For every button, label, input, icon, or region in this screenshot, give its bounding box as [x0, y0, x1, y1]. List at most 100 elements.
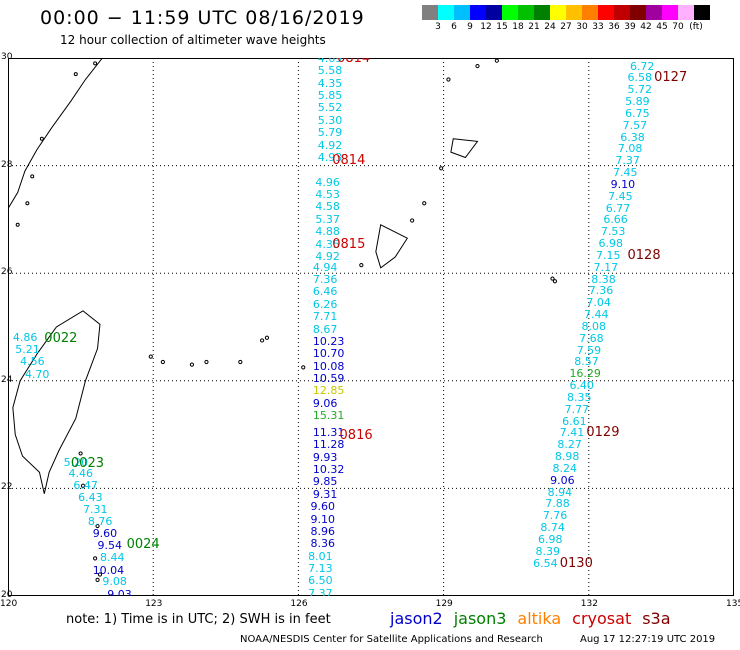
small-island	[93, 556, 98, 561]
colorbar-swatch	[422, 5, 438, 20]
small-island	[238, 359, 243, 365]
wave-height-label: 7.41	[559, 426, 585, 440]
wave-height-label: 9.10	[310, 512, 336, 526]
wave-height-label: 4.56	[20, 355, 45, 369]
wave-height-label: 4.69	[317, 58, 343, 65]
small-island	[78, 451, 83, 456]
satellite-legend: jason2 jason3 altika cryosat s3a	[390, 609, 682, 628]
wave-height-label: 6.40	[569, 379, 594, 393]
wave-height-label: 9.54	[97, 539, 123, 553]
wave-height-label: 6.47	[73, 479, 98, 493]
pass-time-label: 0024	[126, 537, 160, 553]
map-subtitle: 12 hour collection of altimeter wave hei…	[60, 33, 326, 47]
pass-time-label: 0814	[332, 153, 366, 169]
colorbar-swatch	[438, 5, 454, 20]
wave-height-label: 4.96	[315, 175, 340, 189]
wave-height-label: 6.72	[629, 59, 655, 73]
wave-height-label: 11.28	[312, 438, 345, 452]
pass-time-label: 0814	[337, 58, 371, 66]
small-island	[439, 166, 444, 171]
coastal-island	[93, 61, 98, 66]
colorbar-label: 27	[560, 22, 572, 32]
wave-height-label: 8.57	[574, 355, 599, 369]
wave-height-label: 7.17	[593, 260, 619, 274]
small-island	[552, 279, 558, 284]
colorbar-label: 24	[544, 22, 556, 32]
lon-tick-label: 123	[145, 599, 163, 609]
wave-height-label: 10.32	[312, 463, 345, 477]
colorbar-swatch	[518, 5, 534, 20]
wave-height-label: 7.04	[586, 296, 611, 310]
wave-height-label: 9.03	[107, 588, 132, 596]
small-island	[160, 359, 165, 365]
pass-time-label: 0129	[586, 425, 620, 441]
small-island	[95, 577, 100, 582]
colorbar-label: 39	[624, 22, 636, 32]
wave-height-label: 5.89	[625, 95, 650, 109]
wave-height-label: 7.53	[600, 225, 626, 239]
wave-height-label: 8.96	[310, 524, 336, 538]
wave-height-label: 4.93	[317, 150, 343, 164]
wave-height-label: 6.75	[625, 106, 650, 120]
lat-tick-label: 26	[1, 267, 13, 278]
wave-height-label: 5.20	[63, 455, 89, 469]
wave-height-label: 4.88	[315, 225, 340, 239]
coastal-island	[25, 201, 30, 206]
wave-height-label: 7.31	[83, 502, 108, 516]
small-island	[189, 362, 195, 367]
wave-height-label: 5.37	[315, 212, 340, 226]
small-island	[260, 338, 265, 343]
wave-height-label: 5.21	[15, 343, 40, 357]
map-border	[8, 58, 734, 596]
wave-height-label: 5.30	[317, 113, 343, 127]
wave-height-label: 7.88	[545, 497, 570, 511]
wave-height-label: 4.92	[315, 249, 340, 263]
wave-height-label: 7.36	[588, 284, 614, 298]
colorbar-swatch	[534, 5, 550, 20]
colorbar-label: 70	[672, 22, 684, 32]
wave-height-label: 9.60	[92, 527, 118, 541]
small-island	[475, 63, 480, 69]
legend-altika: altika	[517, 609, 562, 628]
wave-height-label: 8.08	[581, 319, 607, 333]
wave-height-label: 8.76	[87, 514, 113, 528]
colorbar-swatch	[454, 5, 470, 20]
colorbar-swatch	[550, 5, 566, 20]
wave-height-label: 8.44	[99, 551, 125, 565]
map-plot-area: 4.69 5.58 4.35 5.85 5.52 5.30 5.79 4.92 4.93 0814…	[8, 58, 734, 596]
wave-height-label: 4.92	[317, 138, 343, 152]
colorbar-label: 15	[496, 22, 508, 32]
wave-height-label: 4.35	[315, 237, 340, 251]
wave-height-label: 8.01	[308, 549, 333, 563]
colorbar-label: 3	[435, 22, 441, 32]
wave-height-label: 8.67	[312, 322, 338, 336]
wave-height-label: 6.66	[603, 213, 628, 227]
wave-height-label: 8.24	[552, 461, 578, 475]
lat-tick-label: 30	[1, 52, 13, 62]
okinawa-island	[375, 224, 409, 269]
colorbar-swatch	[470, 5, 486, 20]
legend-jason3: jason3	[453, 609, 507, 628]
lon-tick-label: 120	[0, 599, 18, 609]
wave-height-label: 10.59	[312, 372, 345, 386]
amami-island	[450, 138, 479, 159]
wave-height-label: 8.27	[557, 438, 582, 452]
small-island	[97, 572, 103, 577]
wave-height-label: 7.13	[308, 562, 333, 576]
wave-height-label: 5.58	[317, 64, 343, 78]
wave-height-label: 7.76	[542, 509, 568, 523]
colorbar-label: 42	[640, 22, 652, 32]
wave-height-label: 5.79	[317, 126, 343, 140]
colorbar-swatch	[598, 5, 614, 20]
colorbar-label: 21	[528, 22, 540, 32]
colorbar-label: 18	[512, 22, 524, 32]
pass-time-label: 0130	[559, 555, 593, 571]
colorbar-label: 45	[656, 22, 668, 32]
legend-jason2: jason2	[390, 609, 443, 628]
colorbar-swatch	[502, 5, 518, 20]
wave-height-label: 9.31	[312, 487, 338, 501]
colorbar-label: 9	[467, 22, 473, 32]
colorbar-swatch	[486, 5, 502, 20]
small-island	[148, 354, 153, 359]
small-island	[301, 365, 306, 370]
